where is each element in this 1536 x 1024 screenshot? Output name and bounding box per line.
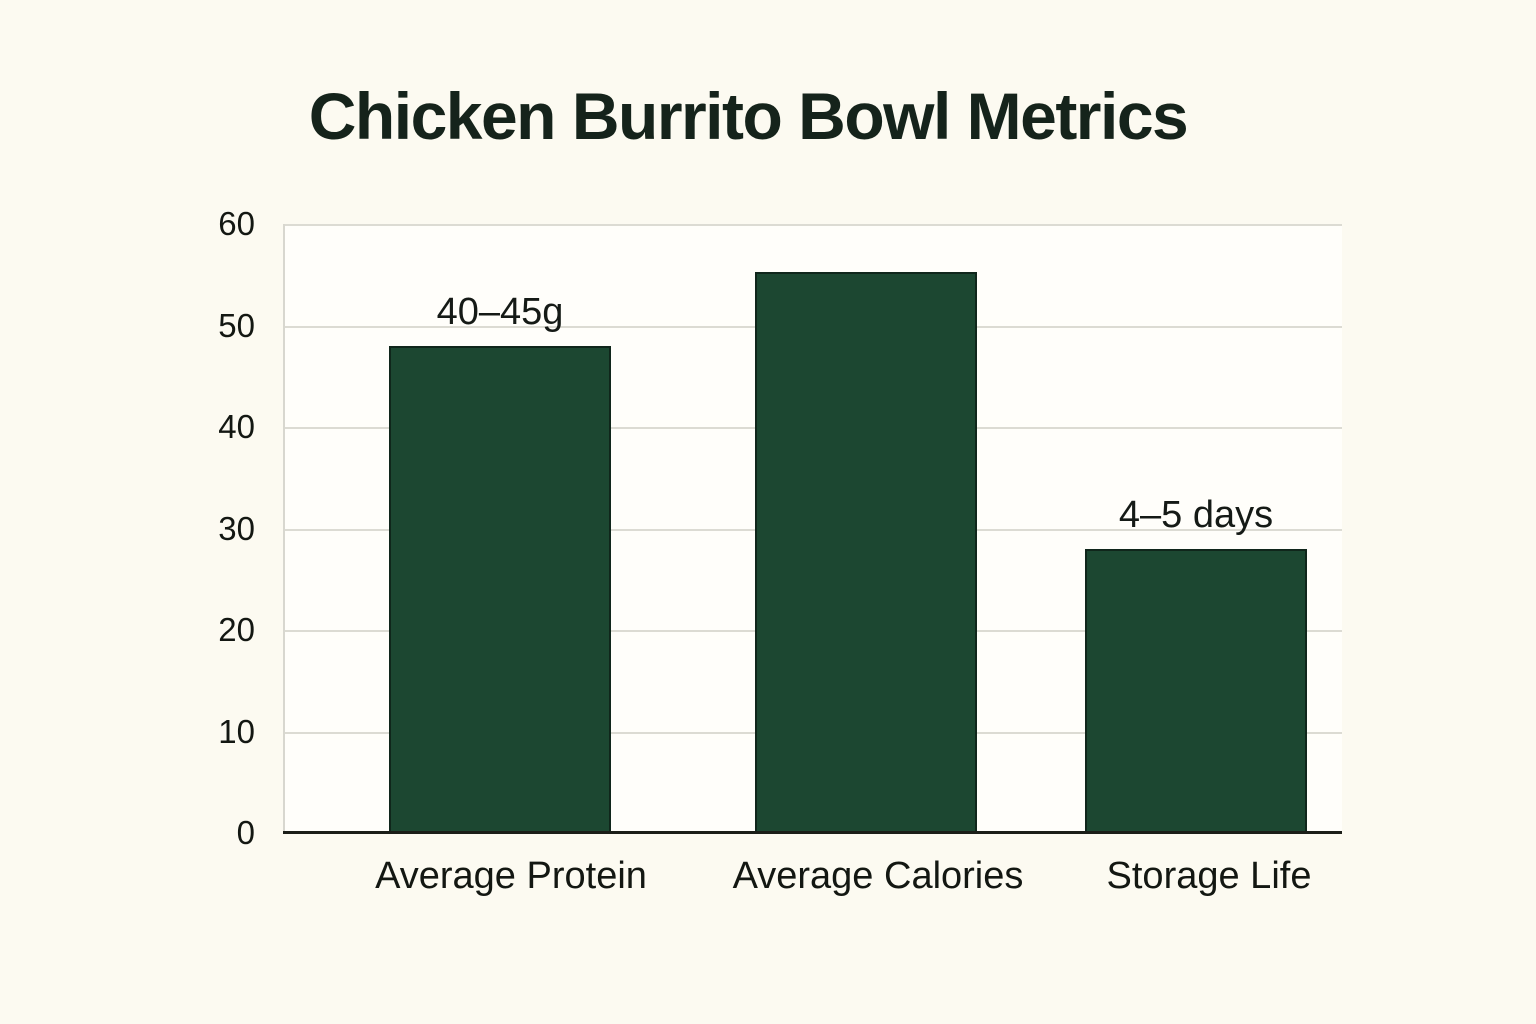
y-tick-label-50: 50 <box>218 306 255 344</box>
x-tick-label-storage-life: Storage Life <box>1106 855 1312 897</box>
bar-label-storage-life: 4–5 days <box>1118 493 1274 536</box>
bar-label-average-protein: 40–45g <box>436 290 564 333</box>
y-tick-label-60: 60 <box>218 205 255 242</box>
x-axis-category-labels: Average Protein Average Calories Storage L… <box>283 855 1342 915</box>
y-tick-label-40: 40 <box>218 408 255 445</box>
bar-storage-life <box>1085 548 1307 833</box>
y-axis-tick-labels: 0 10 20 30 40 50 60 <box>140 205 255 851</box>
x-tick-label-average-protein: Average Protein <box>375 855 647 897</box>
gridline-60 <box>285 224 1342 226</box>
x-tick-label-average-calories: Average Calories <box>732 855 1024 897</box>
bar-average-protein <box>389 345 611 833</box>
bar-average-calories <box>755 271 977 833</box>
x-axis-line <box>283 831 1342 834</box>
plot-area: 40–45g 4–5 days <box>283 224 1342 834</box>
y-tick-label-10: 10 <box>218 712 255 750</box>
y-tick-label-0: 0 <box>236 814 255 851</box>
y-tick-label-30: 30 <box>218 509 255 547</box>
chart-title: Chicken Burrito Bowl Metrics <box>308 79 1189 153</box>
y-tick-label-20: 20 <box>218 611 255 648</box>
